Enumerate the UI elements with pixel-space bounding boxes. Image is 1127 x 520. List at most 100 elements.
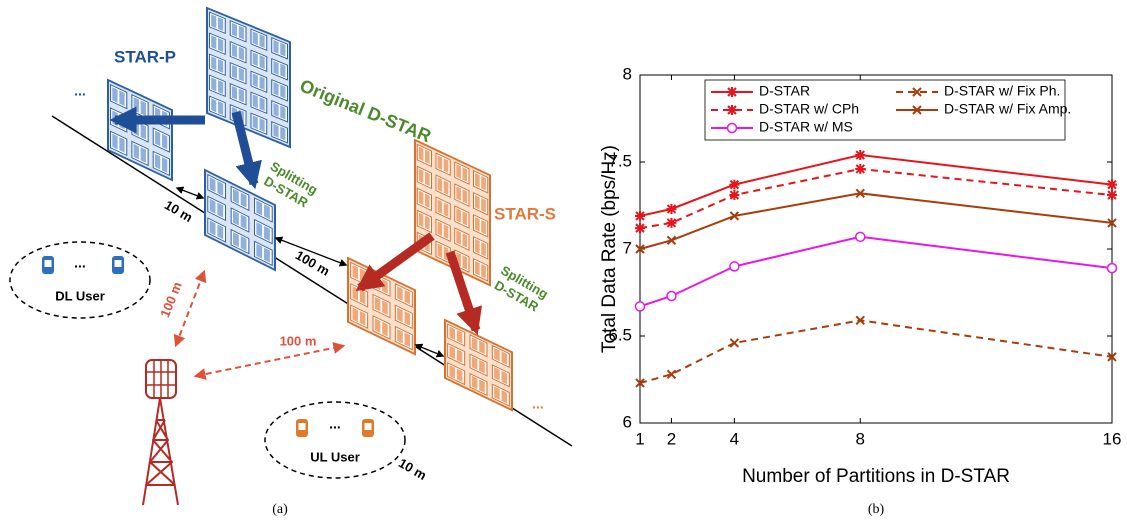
pane — [481, 242, 486, 257]
pane — [438, 221, 443, 236]
pane — [425, 216, 430, 231]
label: STAR-P — [114, 47, 176, 66]
pane — [259, 118, 264, 132]
marker — [730, 262, 739, 271]
legend-marker — [727, 105, 737, 115]
pane — [239, 26, 244, 40]
pane — [119, 137, 124, 153]
x-tick-label: 8 — [856, 429, 865, 448]
pane — [280, 64, 285, 78]
pane — [475, 173, 480, 188]
y-tick-label: 6 — [623, 412, 632, 431]
panel — [445, 320, 512, 410]
distance-arrow — [416, 345, 443, 356]
figure: STAR-P Original D-STAR Splitting D-STAR … — [0, 0, 1127, 520]
phone-screen — [115, 260, 122, 267]
x-axis-label: Number of Partitions in D-STAR — [742, 466, 1010, 487]
x-tick-label: 2 — [667, 429, 676, 448]
pane — [444, 158, 449, 173]
pane — [456, 230, 461, 245]
label: DL User — [55, 288, 105, 303]
distance-arrow — [177, 188, 203, 198]
x-tick-label: 1 — [635, 429, 644, 448]
pane — [481, 198, 486, 213]
label: Original D-STAR — [297, 75, 434, 146]
pane — [239, 89, 244, 103]
pane — [211, 77, 216, 91]
marker — [666, 204, 676, 214]
user-cluster — [265, 402, 405, 478]
series-line — [640, 193, 1112, 249]
pane — [438, 177, 443, 192]
legend-label: D-STAR w/ MS — [759, 119, 853, 135]
pane — [218, 59, 223, 73]
label: 100 m — [280, 333, 317, 348]
pane — [438, 199, 443, 214]
y-tick-label: 7 — [623, 238, 632, 257]
legend-label: D-STAR — [759, 83, 810, 99]
pane — [259, 97, 264, 111]
pane — [481, 220, 486, 235]
pane — [475, 239, 480, 254]
user-cluster — [10, 242, 150, 318]
pane — [218, 38, 223, 52]
pane — [419, 169, 424, 184]
pane — [475, 261, 480, 276]
pane — [419, 191, 424, 206]
pane — [141, 124, 146, 140]
marker — [666, 218, 676, 228]
pane — [162, 157, 167, 173]
label: ... — [74, 255, 86, 271]
base-station — [143, 360, 178, 505]
pane — [211, 14, 216, 28]
phones — [42, 256, 374, 437]
pane — [481, 264, 486, 279]
pane — [419, 213, 424, 228]
distance-arrow — [196, 346, 343, 376]
pane — [259, 55, 264, 69]
label: 10 m — [396, 455, 429, 483]
pane — [134, 97, 139, 113]
pane — [232, 86, 237, 100]
distance-arrow — [176, 272, 204, 345]
pane — [232, 65, 237, 79]
pane — [425, 172, 430, 187]
pane — [425, 194, 430, 209]
pane — [253, 115, 258, 129]
pane — [456, 164, 461, 179]
pane — [475, 195, 480, 210]
pane — [259, 76, 264, 90]
pane — [253, 52, 258, 66]
marker — [667, 291, 676, 300]
pane — [273, 82, 278, 96]
pane — [462, 189, 467, 204]
marker — [856, 232, 865, 241]
pane — [438, 155, 443, 170]
pane — [211, 56, 216, 70]
label: ... — [329, 416, 341, 432]
pane — [462, 211, 467, 226]
marker — [635, 223, 645, 233]
pane — [273, 61, 278, 75]
legend-label: D-STAR w/ Fix Amp. — [944, 101, 1071, 117]
phone-screen — [299, 423, 306, 430]
legend-marker — [727, 87, 737, 97]
label: ... — [532, 396, 544, 412]
pane — [141, 100, 146, 116]
label: 100 m — [157, 280, 185, 320]
pane — [481, 176, 486, 191]
pane — [239, 68, 244, 82]
pane — [280, 106, 285, 120]
marker — [855, 150, 865, 160]
marker — [1107, 190, 1117, 200]
pane — [253, 94, 258, 108]
diagram: STAR-P Original D-STAR Splitting D-STAR … — [10, 8, 572, 505]
series-line — [640, 169, 1112, 228]
pane — [456, 208, 461, 223]
caption: (b) — [868, 502, 885, 517]
pane — [444, 180, 449, 195]
marker — [1108, 264, 1117, 273]
pane — [211, 98, 216, 112]
legend-label: D-STAR w/ CPh — [759, 101, 859, 117]
marker — [729, 180, 739, 190]
